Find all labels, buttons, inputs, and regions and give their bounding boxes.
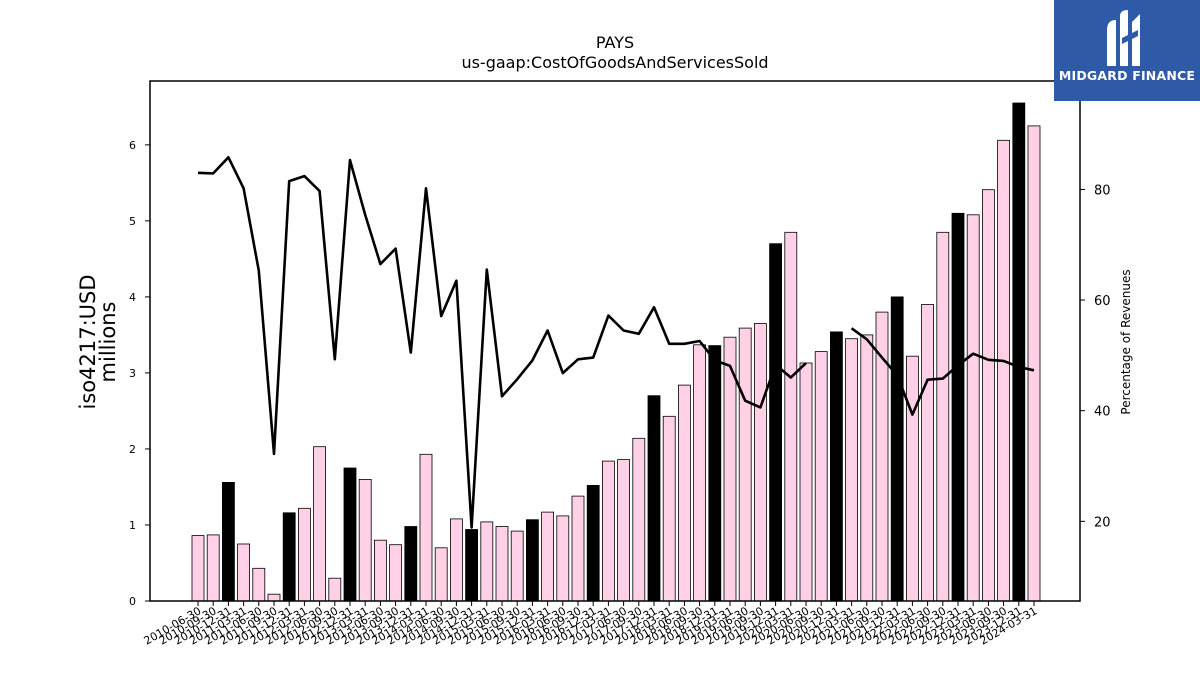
bar — [252, 567, 266, 602]
bar — [282, 512, 296, 602]
bar — [906, 355, 919, 602]
bar — [434, 547, 448, 602]
bar — [328, 577, 342, 602]
bar — [237, 543, 251, 602]
bar — [389, 544, 403, 602]
bar — [602, 460, 615, 602]
bar — [419, 453, 433, 602]
bar — [693, 344, 706, 602]
y-tick-label: 6 — [129, 139, 136, 152]
bar — [267, 593, 281, 602]
bar — [662, 415, 676, 602]
bar — [358, 478, 372, 602]
y-tick-label: 2 — [129, 443, 136, 456]
bar — [814, 351, 828, 602]
bar — [875, 311, 889, 602]
bar — [206, 534, 220, 602]
y-tick-label: 1 — [129, 519, 136, 532]
bar — [997, 139, 1010, 602]
bar — [465, 529, 479, 602]
plot-frame — [149, 80, 1081, 602]
bar — [541, 511, 554, 602]
y2-tick-label: 80 — [1094, 183, 1111, 198]
y2-axis: 20 40 60 80 — [1080, 183, 1111, 530]
bar — [191, 535, 205, 602]
bar — [982, 189, 995, 602]
bar — [830, 331, 843, 602]
x-axis: 2010-06-302010-09-302010-12-312011-03-31… — [142, 601, 1040, 648]
bar — [632, 437, 646, 602]
midgard-m-icon — [1107, 10, 1140, 66]
logo-text: MIDGARD FINANCE — [1058, 68, 1196, 83]
y-tick-label: 3 — [129, 367, 136, 380]
bar — [784, 231, 798, 602]
line-group — [197, 156, 1035, 529]
y2-axis-label: Percentage of Revenues — [1119, 269, 1133, 414]
bar — [617, 459, 630, 602]
bar — [571, 495, 585, 602]
bar — [1027, 125, 1041, 602]
bar — [769, 243, 782, 602]
bar — [647, 395, 661, 602]
bar — [480, 521, 494, 602]
bar — [526, 519, 539, 602]
y-axis-label: iso4217:USD — [76, 274, 100, 409]
bar — [678, 384, 691, 602]
bar — [890, 296, 904, 602]
bar — [799, 362, 813, 602]
bar — [221, 481, 235, 602]
bar — [738, 327, 752, 602]
bar — [449, 518, 463, 602]
y-tick-label: 0 — [129, 595, 136, 608]
bar — [1012, 102, 1026, 602]
bar — [556, 515, 570, 602]
bar — [936, 231, 950, 602]
bar — [921, 304, 934, 602]
bar — [845, 338, 858, 602]
bar — [754, 323, 767, 602]
chart-title: PAYS — [596, 33, 634, 52]
bar — [860, 334, 874, 602]
y2-tick-label: 20 — [1094, 515, 1111, 530]
y-axis: 0 1 2 3 4 5 6 — [129, 139, 150, 608]
bars-group — [191, 102, 1041, 602]
bar — [343, 467, 357, 602]
bar — [708, 345, 722, 602]
y-tick-label: 5 — [129, 215, 136, 228]
bar — [951, 212, 965, 602]
bar — [510, 530, 524, 602]
bar — [404, 526, 418, 602]
y2-tick-label: 40 — [1094, 405, 1111, 420]
y2-tick-label: 60 — [1094, 294, 1111, 309]
percentage-line — [850, 327, 1035, 416]
bar — [586, 484, 600, 602]
chart-subtitle: us-gaap:CostOfGoodsAndServicesSold — [461, 53, 768, 72]
percentage-line — [197, 156, 807, 529]
bar — [373, 539, 387, 602]
y-axis-label-units: millions — [96, 302, 120, 383]
bar — [313, 446, 327, 602]
bar — [297, 507, 311, 602]
brand-logo: MIDGARD FINANCE — [1054, 0, 1200, 101]
bar — [966, 214, 980, 602]
y-tick-label: 4 — [129, 291, 136, 304]
bar — [495, 526, 509, 602]
